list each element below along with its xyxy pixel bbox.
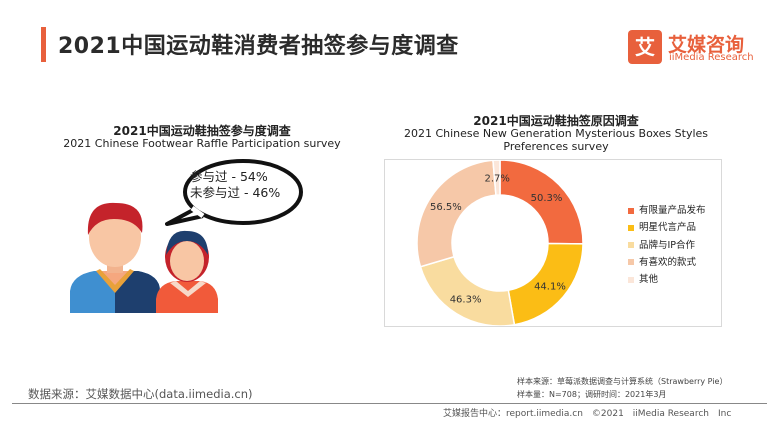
data-source: 数据来源：艾媒数据中心(data.iimedia.cn) — [28, 387, 253, 401]
legend-item: 明星代言产品 — [628, 219, 706, 236]
donut-data-label: 2.7% — [485, 174, 510, 185]
donut-data-label: 50.3% — [531, 193, 563, 204]
donut-slice-3 — [416, 160, 497, 268]
legend-label: 有限量产品发布 — [639, 205, 706, 216]
legend-item: 品牌与IP合作 — [628, 237, 706, 254]
chart-legend: 有限量产品发布 明星代言产品 品牌与IP合作 有喜欢的款式 其他 — [628, 202, 706, 288]
left-chart-title: 2021中国运动鞋抽签参与度调查 — [113, 124, 291, 138]
donut-data-label: 46.3% — [450, 295, 482, 306]
legend-swatch — [628, 224, 634, 231]
legend-item: 其他 — [628, 271, 706, 288]
donut-slice-4 — [492, 160, 501, 196]
legend-label: 明星代言产品 — [639, 222, 697, 234]
sample-size: 样本量：N=708；调研时间：2021年3月 — [517, 390, 667, 399]
participated-stat: 参与过 - 54% — [190, 169, 268, 184]
donut-data-label: 44.1% — [534, 281, 566, 292]
right-chart-subtitle: 2021 Chinese New Generation Mysterious B… — [403, 127, 709, 153]
people-illustration-icon — [70, 202, 218, 313]
legend-swatch — [628, 207, 634, 214]
footer-divider — [12, 403, 767, 404]
legend-item: 有限量产品发布 — [628, 202, 706, 219]
logo-name-en: iiMedia Research — [669, 52, 754, 63]
logo-mark-icon: 艾 — [628, 30, 662, 64]
legend-label: 有喜欢的款式 — [639, 256, 697, 268]
donut-data-label: 56.5% — [430, 202, 462, 213]
donut-chart: 50.3% 44.1% 46.3% 56.5% 2.7% — [416, 160, 584, 326]
right-chart-title: 2021中国运动鞋抽签原因调查 — [473, 114, 639, 128]
logo-name-cn: 艾媒咨询 — [668, 34, 745, 56]
donut-slice-2 — [419, 255, 516, 326]
legend-swatch — [628, 259, 634, 266]
legend-item: 有喜欢的款式 — [628, 254, 706, 271]
left-chart-subtitle: 2021 Chinese Footwear Raffle Participati… — [63, 137, 341, 150]
page-title: 2021中国运动鞋消费者抽签参与度调查 — [58, 34, 459, 59]
copyright: 艾媒报告中心：report.iimedia.cn ©2021 iiMedia R… — [443, 409, 732, 419]
legend-label: 品牌与IP合作 — [639, 239, 696, 251]
not-participated-stat: 未参与过 - 46% — [190, 185, 281, 200]
sample-source: 样本来源：草莓派数据调查与计算系统（Strawberry Pie） — [517, 377, 728, 386]
legend-label: 其他 — [639, 274, 659, 286]
legend-swatch — [628, 276, 634, 283]
legend-swatch — [628, 242, 634, 249]
brand-logo: 艾 艾媒咨询 iiMedia Research — [628, 30, 758, 66]
speech-bubble-icon — [165, 159, 303, 226]
participation-stats: 参与过 - 54% 未参与过 - 46% — [190, 169, 280, 201]
title-accent-bar — [41, 27, 46, 62]
chart-frame — [384, 159, 722, 327]
